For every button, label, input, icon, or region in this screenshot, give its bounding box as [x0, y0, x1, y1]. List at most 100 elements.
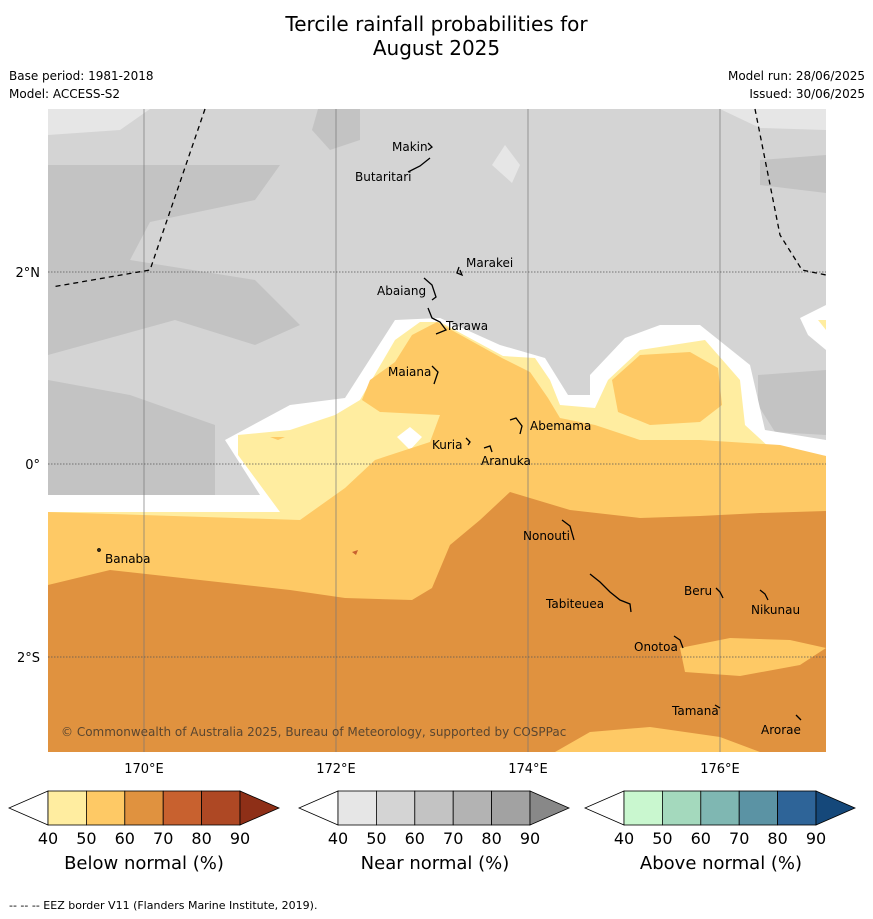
colorbar-segment — [662, 790, 702, 826]
label-butaritari: Butaritari — [355, 170, 412, 184]
colorbar-tick-label: 80 — [481, 829, 501, 848]
label-nonouti: Nonouti — [523, 529, 570, 543]
below-normal-60-70 — [48, 492, 826, 752]
colorbar-near: 40 50 60 70 80 90 — [297, 790, 571, 848]
meta-left: Base period: 1981-2018 Model: ACCESS-S2 — [9, 67, 154, 103]
colorbar-segment — [738, 790, 779, 826]
map-title: Tercile rainfall probabilities for Augus… — [0, 12, 873, 60]
below-normal-40-50 — [818, 320, 826, 330]
colorbar-tick-label: 90 — [230, 829, 250, 848]
colorbar-tick-label: 70 — [729, 829, 749, 848]
island-abaiang — [423, 277, 437, 301]
lat-axis-labels: 2°N 0° 2°S — [16, 266, 41, 666]
colorbar-max-extension — [239, 790, 281, 826]
near-normal-region-dark — [760, 155, 826, 193]
colorbar-segment — [700, 790, 740, 826]
colorbar-tick-label: 60 — [115, 829, 135, 848]
colorbar-segment — [124, 790, 164, 826]
island-kuria — [465, 437, 471, 446]
colorbar-segment — [491, 790, 531, 826]
colorbar-label-below: Below normal (%) — [64, 853, 224, 874]
copyright-text: © Commonwealth of Australia 2025, Bureau… — [61, 725, 566, 739]
colorbar-tick-label: 70 — [443, 829, 463, 848]
near-normal-region-dark — [48, 165, 300, 355]
island-tabiteuea — [589, 573, 632, 613]
colorbar-segment — [162, 790, 202, 826]
colorbar-segment — [337, 790, 377, 826]
model-name: Model: ACCESS-S2 — [9, 87, 121, 101]
label-tarawa: Tarawa — [445, 319, 488, 333]
island-nikunau — [759, 589, 769, 601]
colorbar-tick-label: 80 — [191, 829, 211, 848]
below-normal-70-80 — [352, 550, 358, 555]
colorbar-max-extension — [529, 790, 571, 826]
island-makin — [427, 142, 433, 151]
label-onotoa: Onotoa — [634, 640, 678, 654]
label-banaba: Banaba — [105, 552, 151, 566]
below-normal-50-60 — [555, 727, 760, 752]
label-aranuka: Aranuka — [481, 454, 531, 468]
colorbar-tick-label: 90 — [520, 829, 540, 848]
lat-label-2s: 2°S — [17, 651, 40, 666]
colorbar-tick-label: 80 — [767, 829, 787, 848]
lon-label-176e: 176°E — [700, 762, 740, 777]
island-tamana — [714, 704, 721, 709]
label-nikunau: Nikunau — [751, 603, 800, 617]
island-marakei — [456, 266, 464, 277]
eez-border-east — [754, 108, 827, 276]
colorbar-tick-label: 40 — [328, 829, 348, 848]
base-period: Base period: 1981-2018 — [9, 69, 154, 83]
lon-label-170e: 170°E — [124, 762, 164, 777]
colorbar-tick-label: 60 — [405, 829, 425, 848]
colorbar-min-extension — [297, 790, 339, 826]
issued-date: Issued: 30/06/2025 — [749, 87, 865, 101]
island-beru — [715, 587, 724, 599]
label-abaiang: Abaiang — [377, 284, 426, 298]
probability-field — [48, 109, 826, 752]
colorbar-tick-label: 60 — [691, 829, 711, 848]
island-arorae — [795, 714, 802, 721]
eez-border-west — [51, 108, 206, 288]
lon-axis-labels: 170°E 172°E 174°E 176°E — [124, 762, 740, 777]
colorbar-below: 40 50 60 70 80 90 — [7, 790, 281, 848]
title-line-1: Tercile rainfall probabilities for — [285, 12, 588, 36]
colorbar-segment — [452, 790, 493, 826]
near-normal-region-dark — [48, 380, 215, 495]
island-maiana — [431, 365, 439, 385]
island-outlines — [97, 142, 802, 721]
label-marakei: Marakei — [466, 256, 513, 270]
colorbar-label-above: Above normal (%) — [639, 853, 803, 874]
colorbar-segment — [86, 790, 126, 826]
white-gap-band — [397, 427, 422, 450]
colorbar-segment — [47, 790, 87, 826]
colorbar-segment — [375, 790, 416, 826]
place-labels: Makin Butaritari Marakei Abaiang Tarawa … — [105, 140, 801, 737]
colorbar-min-extension — [7, 790, 49, 826]
island-aranuka — [483, 445, 493, 453]
colorbar-segment — [201, 790, 241, 826]
colorbar-tick-label: 50 — [366, 829, 386, 848]
label-abemama: Abemama — [530, 419, 591, 433]
colorbar-segment — [623, 790, 663, 826]
label-tamana: Tamana — [671, 704, 719, 718]
label-beru: Beru — [684, 584, 712, 598]
colorbar-label-near: Near normal (%) — [360, 853, 510, 874]
island-banaba — [97, 548, 101, 552]
white-gap-band — [800, 305, 826, 350]
colorbar-tick-label: 40 — [614, 829, 634, 848]
island-butaritari — [407, 157, 431, 173]
model-run: Model run: 28/06/2025 — [727, 69, 865, 83]
island-abemama — [509, 417, 523, 435]
island-nonouti — [561, 519, 575, 541]
near-normal-region-light — [492, 145, 520, 183]
colorbar-tick-label: 90 — [806, 829, 826, 848]
parallels — [48, 271, 826, 658]
footer-note: -- -- -- EEZ border V11 (Flanders Marine… — [9, 899, 318, 912]
colorbar-tick-label: 40 — [38, 829, 58, 848]
near-normal-region-light — [720, 109, 826, 130]
colorbar-tick-label: 50 — [652, 829, 672, 848]
colorbar-tick-label: 70 — [153, 829, 173, 848]
label-tabiteuea: Tabiteuea — [545, 597, 604, 611]
eez-border — [51, 108, 827, 288]
